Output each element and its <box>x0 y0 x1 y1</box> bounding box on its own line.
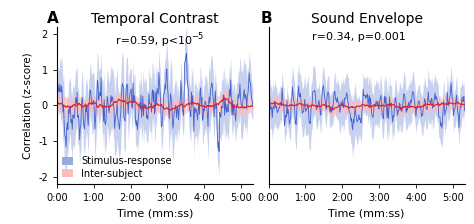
Text: r=0.59, p<10: r=0.59, p<10 <box>116 36 191 46</box>
Legend: Stimulus-response, Inter-subject: Stimulus-response, Inter-subject <box>62 156 172 179</box>
Y-axis label: Correlation (z-score): Correlation (z-score) <box>23 52 33 159</box>
Text: A: A <box>47 11 59 26</box>
Title: Sound Envelope: Sound Envelope <box>310 12 422 26</box>
Title: Temporal Contrast: Temporal Contrast <box>91 12 219 26</box>
Text: −5: −5 <box>191 32 203 41</box>
Text: r=0.34, p=0.001: r=0.34, p=0.001 <box>311 32 405 42</box>
X-axis label: Time (mm:ss): Time (mm:ss) <box>117 208 193 218</box>
Text: B: B <box>261 11 273 26</box>
X-axis label: Time (mm:ss): Time (mm:ss) <box>328 208 405 218</box>
